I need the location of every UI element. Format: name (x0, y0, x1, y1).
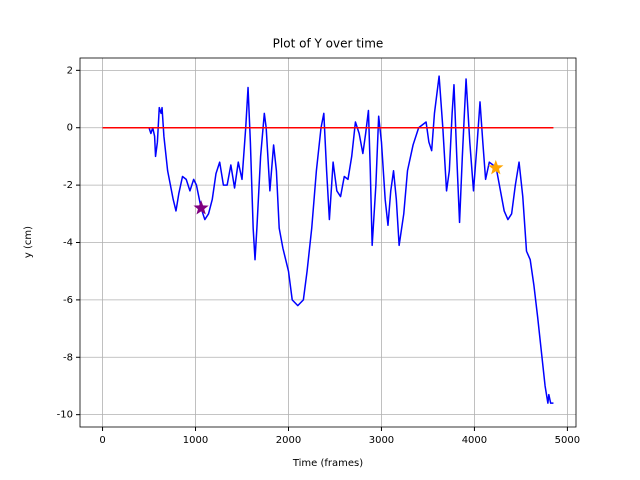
x-tick-label: 0 (99, 435, 105, 446)
x-tick-label: 1000 (183, 435, 208, 446)
x-tick-label: 3000 (369, 435, 394, 446)
y-tick-label: 2 (67, 65, 73, 76)
chart-title: Plot of Y over time (273, 37, 384, 51)
y-tick-label: -8 (63, 352, 73, 363)
y-axis-label: y (cm) (23, 226, 34, 258)
x-tick-label: 2000 (276, 435, 301, 446)
star-marker (488, 159, 504, 175)
x-tick-label: 5000 (555, 435, 580, 446)
x-axis-label: Time (frames) (292, 458, 363, 469)
y-tick-label: -2 (63, 180, 73, 191)
y-tick-label: -4 (63, 238, 73, 249)
y-tick-label: 0 (67, 123, 73, 134)
plot-frame (79, 57, 577, 428)
y-tick-label: -6 (63, 295, 73, 306)
star-marker (193, 200, 209, 215)
y-tick-label: -10 (57, 410, 73, 421)
data-line (102, 75, 554, 404)
x-tick-label: 4000 (462, 435, 487, 446)
